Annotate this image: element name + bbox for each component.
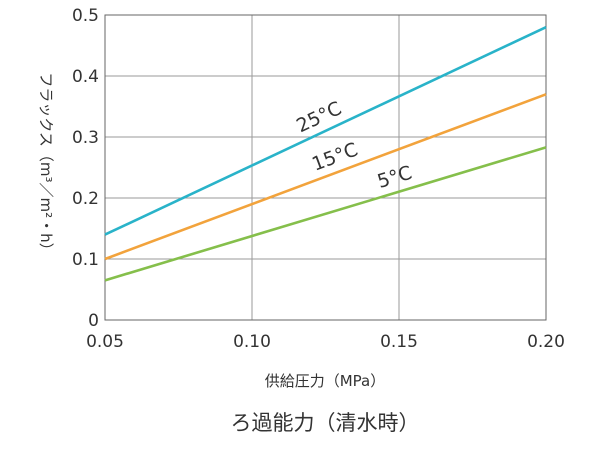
y-tick-label: 0.5 [72,6,99,26]
series-labels: 25°C15°C5°C [293,97,414,193]
series-line [104,26,547,236]
series-label: 25°C [293,97,345,137]
y-axis-title: フラックス（m³／m²・h） [37,72,55,257]
y-tick-label: 0 [88,311,99,331]
x-tick-labels: 0.05 0.10 0.15 0.20 [86,332,565,352]
y-tick-label: 0.4 [72,67,99,87]
x-tick-label: 0.15 [380,332,418,352]
series-lines [104,26,547,282]
x-tick-label: 0.10 [233,332,271,352]
x-axis-title: 供給圧力（MPa） [265,372,386,390]
y-tick-label: 0.2 [72,189,99,209]
y-tick-labels: 0 0.1 0.2 0.3 0.4 0.5 [72,6,99,331]
series-line [104,146,547,282]
series-label: 15°C [309,139,361,176]
x-tick-label: 0.05 [86,332,124,352]
chart-caption: ろ過能力（清水時） [231,411,420,435]
y-tick-label: 0.3 [72,128,99,148]
y-tick-label: 0.1 [72,250,99,270]
series-line [104,93,547,261]
plot-frame [104,14,547,321]
x-tick-label: 0.20 [527,332,565,352]
